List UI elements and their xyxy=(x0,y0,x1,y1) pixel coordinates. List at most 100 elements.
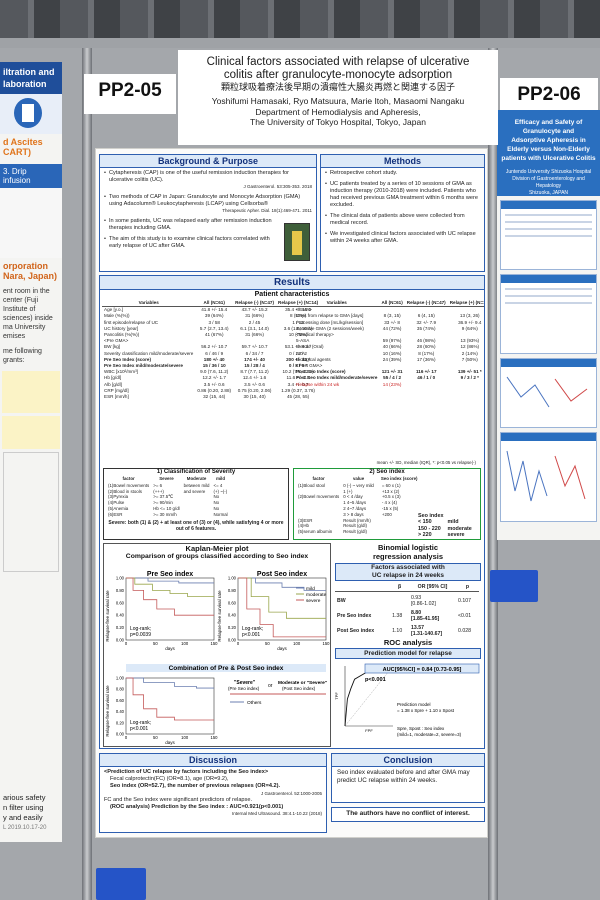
table-cell: 9.0 (7.6, 11.2) xyxy=(200,369,229,375)
x-tick-label: 100 xyxy=(181,735,189,740)
table-cell: 1.29 (0.37, 3.76) xyxy=(281,387,315,393)
table-cell: 2 (14%) xyxy=(461,350,478,356)
x-axis-label: days xyxy=(277,646,287,651)
results-heading: Results xyxy=(100,276,484,290)
table-cell: 116 +/- 17 xyxy=(415,369,437,375)
table-cell: 46 (98%) xyxy=(416,338,436,344)
y-tick-label: 0.60 xyxy=(228,600,237,605)
table-row: BW 0.93 [0.86-1.02] 0.107 xyxy=(335,592,479,608)
table-row: 1 (+) +13 x (2) xyxy=(296,489,418,495)
table-cell: moderate xyxy=(447,525,472,532)
table-cell: 0.75 (0.20, 2.06) xyxy=(237,387,272,393)
table-cell: Hb <= 10 g/dl xyxy=(153,505,180,511)
poster-id-tag: PP2-05 xyxy=(84,74,176,114)
table-cell: first episode/relapse of UC xyxy=(104,319,159,325)
table-cell: 6 / 34 / 7 xyxy=(245,350,264,356)
table-cell: 33 +/- 8 xyxy=(384,319,400,325)
roc-diagonal xyxy=(344,665,394,727)
right-poster-panel xyxy=(500,200,597,270)
title-japanese: 顆粒球吸着療法後早期の潰瘍性大腸炎再燃と関連する因子 xyxy=(220,82,455,92)
log-rank-label: Log-rank; xyxy=(130,626,151,632)
table-row: AZA 10 (16%) 8 (17%) 2 (14%) xyxy=(294,350,484,357)
table-cell: >= 30 mm/h xyxy=(153,511,177,517)
table-cell: ESR [mm/h] xyxy=(104,394,129,400)
table-row: 150 - 220 moderate xyxy=(416,526,474,532)
km-pre-panel: Pre Seo index 1.00 0.80 0.60 0.40 0.20 0.000 50… xyxy=(116,571,218,651)
background-heading: Background & Purpose xyxy=(100,155,316,168)
table-cell: 45 (28, 55) xyxy=(286,394,310,400)
table-cell: (5)Anemia xyxy=(108,505,129,511)
y-tick-label: 0.80 xyxy=(116,687,125,692)
y-tick-label: 0.40 xyxy=(116,613,125,618)
table-cell: (2)Blood in stools xyxy=(108,488,142,494)
table-cell: (3)ESR xyxy=(298,517,313,523)
y-tick-label: 1.00 xyxy=(228,576,237,581)
y-axis-label: Relapse-free survival rate xyxy=(105,685,110,737)
discussion-line: FC and the Seo index were significant pr… xyxy=(104,796,253,803)
background-point: In some patients, UC was relapsed early … xyxy=(104,218,312,232)
table-cell: Result (g/dl) xyxy=(343,523,367,529)
board-pole xyxy=(82,48,92,900)
table-cell xyxy=(390,592,409,608)
table-cell: 0.107 xyxy=(458,598,472,604)
roc-auc-box xyxy=(364,663,480,674)
right-poster-title: Efficacy and Safety of Granulocyte and A… xyxy=(501,119,596,162)
table-cell: between mild xyxy=(183,482,210,488)
y-tick-label: 0.60 xyxy=(116,600,125,605)
table-cell: (1)Blood stool xyxy=(298,482,326,488)
right-poster-affiliation: Juntendo University Shizuoka Hospital Di… xyxy=(505,169,592,196)
table-row: Biological agents 24 (39%) 17 (36%) 7 (50%) xyxy=(294,357,484,363)
table-cell: <0.01 xyxy=(458,613,472,619)
table-row: (5)serum albumin Result (g/dl) xyxy=(296,529,418,535)
km-curve xyxy=(238,577,326,591)
table-cell: +0.5 x (3) xyxy=(381,494,401,500)
table-cell: 9 (64%) xyxy=(461,325,478,331)
table-cell: 1 (+) xyxy=(343,488,353,494)
table-row: (1)Bowel movements >= 6 between mild <= 4 xyxy=(106,483,230,489)
km-curve xyxy=(238,577,326,619)
y-tick-label: 0.60 xyxy=(116,698,125,703)
table-row: > 220 severe xyxy=(416,532,474,538)
table-cell: 13 (93%) xyxy=(460,338,480,344)
left-poster-figure xyxy=(3,452,59,572)
table-cell: = 60 x (1) xyxy=(381,482,401,488)
table-cell: <Post GMA> xyxy=(296,363,323,369)
table-row: Pancolitis (%(%)) 41 (67%) 31 (66%) 10 (71%… xyxy=(102,332,320,338)
km-curve xyxy=(126,577,214,584)
table-cell: 8 (3, 15) xyxy=(383,313,401,319)
x-tick-label: 50 xyxy=(265,641,270,646)
right-poster-panel xyxy=(500,274,597,354)
table-cell: 1.38 xyxy=(392,613,403,619)
table-cell: BW [kg] xyxy=(104,344,121,350)
table-cell: (6)ESR xyxy=(108,511,123,517)
table-row: (3)Pyrexia >= 37.5℃ No xyxy=(106,494,230,500)
table-cell: 39 (64%) xyxy=(204,313,224,319)
table-cell: CRP [mg/dl] xyxy=(104,387,129,393)
km-curve xyxy=(126,577,214,616)
table-row: ESR [mm/h] 32 (15, 44) 30 (15, 40) 45 (28, … xyxy=(102,394,320,400)
brochure-holder xyxy=(490,570,538,602)
km-post-panel-frame xyxy=(237,577,327,641)
table-row: CRP [mg/dl] 0.86 (0.20, 2.88) 0.75 (0.20, … xyxy=(102,388,320,394)
seo-index-box: 2) Seo index factor value Seo index (score… xyxy=(293,468,481,540)
table-row: 3 > 8 days +200 xyxy=(296,512,418,518)
table-cell: 36.9 +/- 9.4 xyxy=(458,319,482,325)
left-poster-step: 3. Drip infusion xyxy=(0,164,62,188)
log-rank-label: p<0.001 xyxy=(242,632,260,638)
table-cell: 3 / 58 xyxy=(208,319,220,325)
methods-section: Methods Retrospective cohort study. UC p… xyxy=(320,154,485,272)
title-card: Clinical factors associated with relapse… xyxy=(178,50,498,145)
roc-subheading: Prediction model for relapse xyxy=(335,648,481,659)
table-cell: Processing dose [mL/kg/session] xyxy=(296,319,364,325)
table-cell: 10.2 (7.5, 12.1) xyxy=(282,369,314,375)
table-cell: 12.4 +/- 1.6 xyxy=(242,375,267,381)
table-cell: 139 +/- 51 * xyxy=(457,369,482,375)
table-cell: All (N=61) xyxy=(195,300,234,308)
background-section: Background & Purpose Cytapheresis (CAP) … xyxy=(99,154,317,272)
table-cell: <GMA> xyxy=(296,307,312,313)
km-pre-panel-frame xyxy=(125,577,215,641)
roc-x-label: FPF xyxy=(365,728,373,733)
table-cell xyxy=(448,307,484,314)
table-cell: 174 +/- 40 xyxy=(244,356,265,362)
right-poster-header: Efficacy and Safety of Granulocyte and A… xyxy=(497,110,600,196)
